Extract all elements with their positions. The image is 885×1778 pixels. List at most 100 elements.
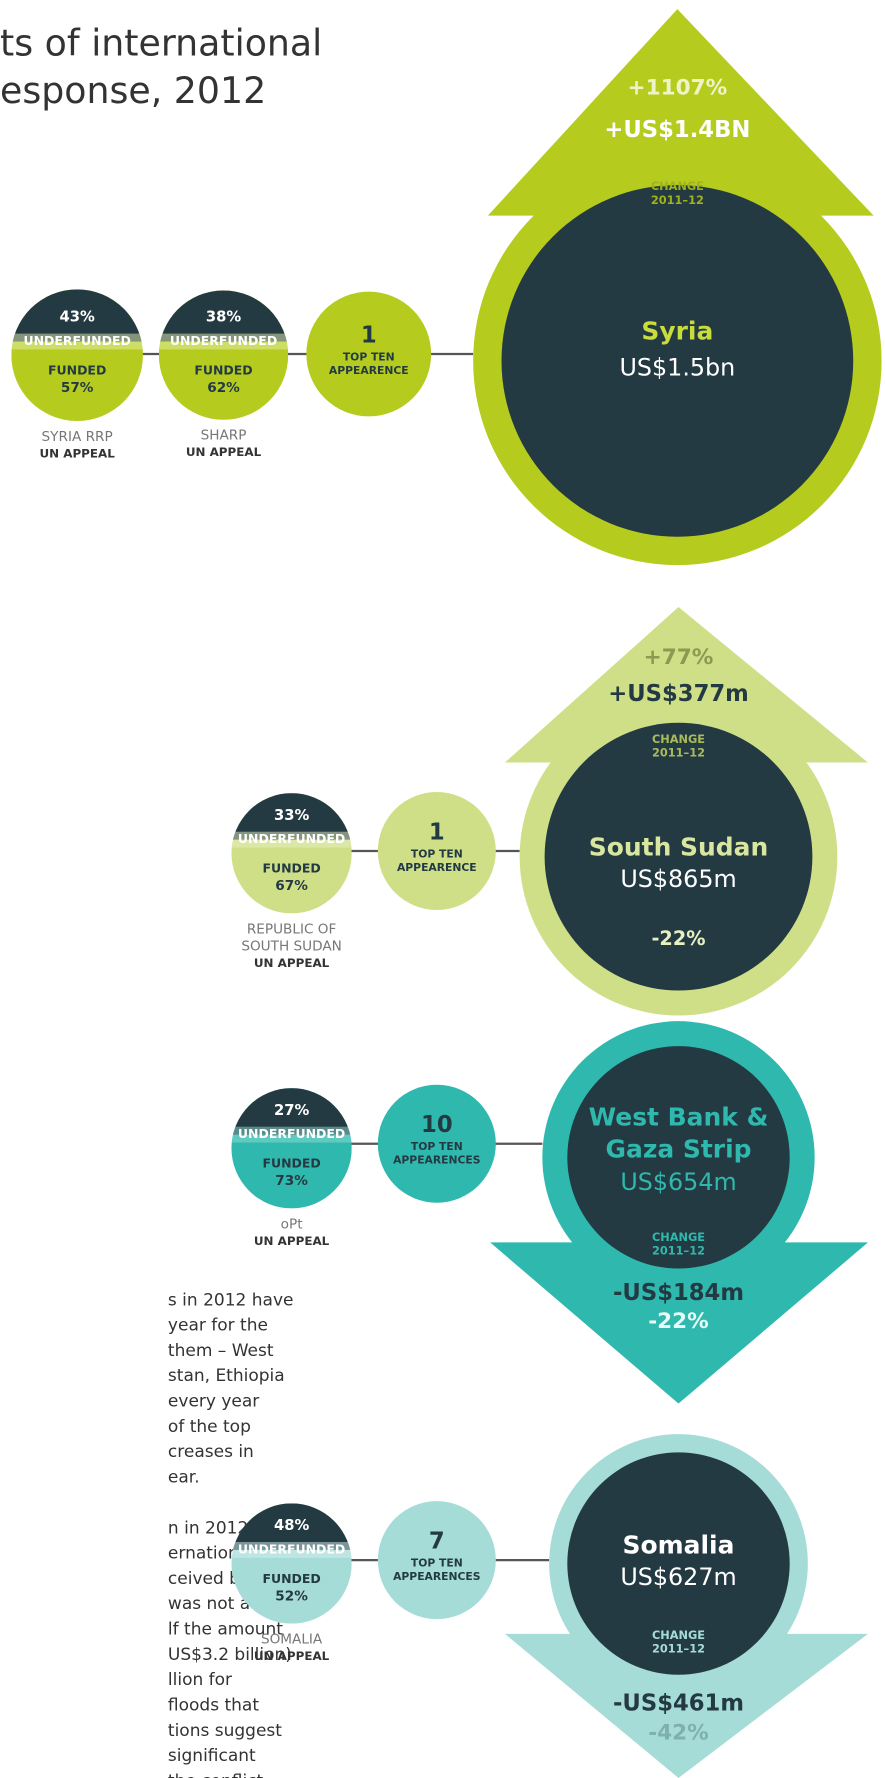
appeal-name: SOUTH SUDAN bbox=[241, 938, 342, 954]
appeal-name: oPt bbox=[281, 1216, 304, 1232]
top-ten-label: APPEARENCE bbox=[329, 364, 409, 377]
underfunded-pct: 48% bbox=[274, 1517, 310, 1534]
other-pct: -22% bbox=[651, 927, 705, 950]
paragraph-line: significant bbox=[168, 1746, 256, 1766]
change-abs: +US$1.4BN bbox=[604, 117, 750, 143]
appeal-circle bbox=[231, 1503, 352, 1624]
change-label: 2011–12 bbox=[652, 1642, 705, 1656]
top-ten-label: APPEARENCES bbox=[393, 1154, 480, 1167]
paragraph-line: tions suggest bbox=[168, 1721, 282, 1741]
underfunded-pct: 43% bbox=[59, 309, 95, 326]
amount: US$654m bbox=[620, 1168, 736, 1196]
paragraph-line: the conflict bbox=[168, 1771, 264, 1778]
change-abs: +US$377m bbox=[608, 681, 749, 707]
underfunded-band bbox=[231, 1541, 352, 1558]
underfunded-label: UNDERFUNDED bbox=[23, 333, 130, 348]
underfunded-band bbox=[231, 1126, 352, 1143]
paragraph-line: every year bbox=[168, 1392, 259, 1412]
top-ten-label: TOP TEN bbox=[411, 1557, 463, 1570]
paragraph-line: of the top bbox=[168, 1417, 251, 1437]
top-ten-count: 1 bbox=[429, 819, 445, 845]
inner-circle bbox=[501, 184, 854, 537]
underfunded-label: UNDERFUNDED bbox=[170, 333, 277, 348]
top-ten-circle bbox=[377, 1501, 496, 1620]
underfunded-pct: 33% bbox=[274, 807, 310, 824]
paragraph-line: US$3.2 billion) bbox=[168, 1645, 292, 1665]
change-pct: -42% bbox=[648, 1721, 709, 1746]
country: Somalia bbox=[623, 1531, 735, 1560]
underfunded-band bbox=[11, 333, 143, 350]
country: South Sudan bbox=[589, 833, 768, 862]
funded-label: FUNDED bbox=[262, 861, 320, 876]
amount: US$627m bbox=[620, 1563, 736, 1591]
change-label: CHANGE bbox=[652, 732, 705, 746]
appeal-type: UN APPEAL bbox=[254, 1649, 330, 1663]
underfunded-band bbox=[158, 333, 289, 350]
top-ten-circle bbox=[377, 791, 496, 910]
change-pct: +77% bbox=[644, 645, 714, 670]
funded-label: FUNDED bbox=[262, 1571, 320, 1586]
appeal-name: SYRIA RRP bbox=[42, 429, 113, 445]
paragraph-line: llion for bbox=[168, 1670, 232, 1690]
appeal-name: SHARP bbox=[201, 428, 247, 444]
inner-circle bbox=[567, 1452, 790, 1675]
funded-pct: 73% bbox=[275, 1173, 308, 1189]
appeal-name: REPUBLIC OF bbox=[247, 921, 337, 937]
appeal-type: UN APPEAL bbox=[39, 446, 115, 460]
funded-pct: 62% bbox=[207, 380, 240, 396]
paragraph-line: creases in bbox=[168, 1442, 254, 1462]
top-ten-circle bbox=[306, 291, 432, 417]
inner-circle bbox=[544, 722, 813, 991]
paragraph-line: lf the amount bbox=[168, 1620, 283, 1640]
change-label: CHANGE bbox=[651, 179, 704, 193]
change-pct: -22% bbox=[648, 1309, 709, 1334]
top-ten-count: 7 bbox=[429, 1528, 445, 1554]
top-ten-label: TOP TEN bbox=[411, 1140, 463, 1153]
change-abs: -US$461m bbox=[613, 1691, 744, 1717]
title-line: ts of international bbox=[0, 21, 322, 64]
funded-label: FUNDED bbox=[48, 363, 106, 378]
underfunded-band bbox=[231, 831, 352, 848]
country: Gaza Strip bbox=[606, 1135, 752, 1164]
title-line: esponse, 2012 bbox=[0, 69, 266, 112]
underfunded-label: UNDERFUNDED bbox=[238, 1126, 345, 1141]
paragraph-line: n in 2012 bbox=[168, 1518, 248, 1538]
change-label: 2011–12 bbox=[652, 745, 705, 759]
paragraph-line: ear. bbox=[168, 1467, 200, 1487]
paragraph-line: s in 2012 have bbox=[168, 1290, 294, 1310]
change-label: 2011–12 bbox=[652, 1244, 705, 1258]
arrow-head bbox=[490, 1242, 868, 1404]
top-ten-label: TOP TEN bbox=[411, 847, 463, 860]
inner-circle bbox=[567, 1046, 790, 1269]
funded-label: FUNDED bbox=[262, 1156, 320, 1171]
amount: US$865m bbox=[620, 865, 736, 893]
paragraph-line: year for the bbox=[168, 1316, 268, 1336]
top-ten-count: 10 bbox=[421, 1112, 453, 1138]
funded-pct: 67% bbox=[275, 878, 308, 894]
top-ten-label: APPEARENCES bbox=[393, 1570, 480, 1583]
underfunded-pct: 38% bbox=[206, 309, 242, 326]
country: West Bank & bbox=[589, 1103, 769, 1132]
funded-pct: 57% bbox=[61, 380, 94, 396]
top-ten-circle bbox=[377, 1084, 496, 1203]
change-label: CHANGE bbox=[652, 1628, 705, 1642]
appeal-type: UN APPEAL bbox=[254, 1234, 330, 1248]
paragraph-line: was not a bbox=[168, 1594, 250, 1614]
underfunded-pct: 27% bbox=[274, 1102, 310, 1119]
change-pct: +1107% bbox=[628, 76, 728, 101]
top-ten-count: 1 bbox=[361, 322, 377, 348]
arrow-head bbox=[487, 9, 874, 216]
appeal-type: UN APPEAL bbox=[254, 956, 330, 970]
underfunded-label: UNDERFUNDED bbox=[238, 831, 345, 846]
arrow-head bbox=[504, 1633, 868, 1778]
country: Syria bbox=[641, 316, 713, 345]
appeal-name: SOMALIA bbox=[261, 1632, 323, 1648]
funded-label: FUNDED bbox=[194, 363, 252, 378]
top-ten-label: TOP TEN bbox=[343, 350, 395, 363]
change-label: CHANGE bbox=[652, 1230, 705, 1244]
paragraph-line: stan, Ethiopia bbox=[168, 1366, 285, 1386]
funded-pct: 52% bbox=[275, 1588, 308, 1604]
top-ten-label: APPEARENCE bbox=[397, 861, 477, 874]
appeal-circle bbox=[11, 289, 143, 421]
paragraph-line: floods that bbox=[168, 1695, 259, 1715]
